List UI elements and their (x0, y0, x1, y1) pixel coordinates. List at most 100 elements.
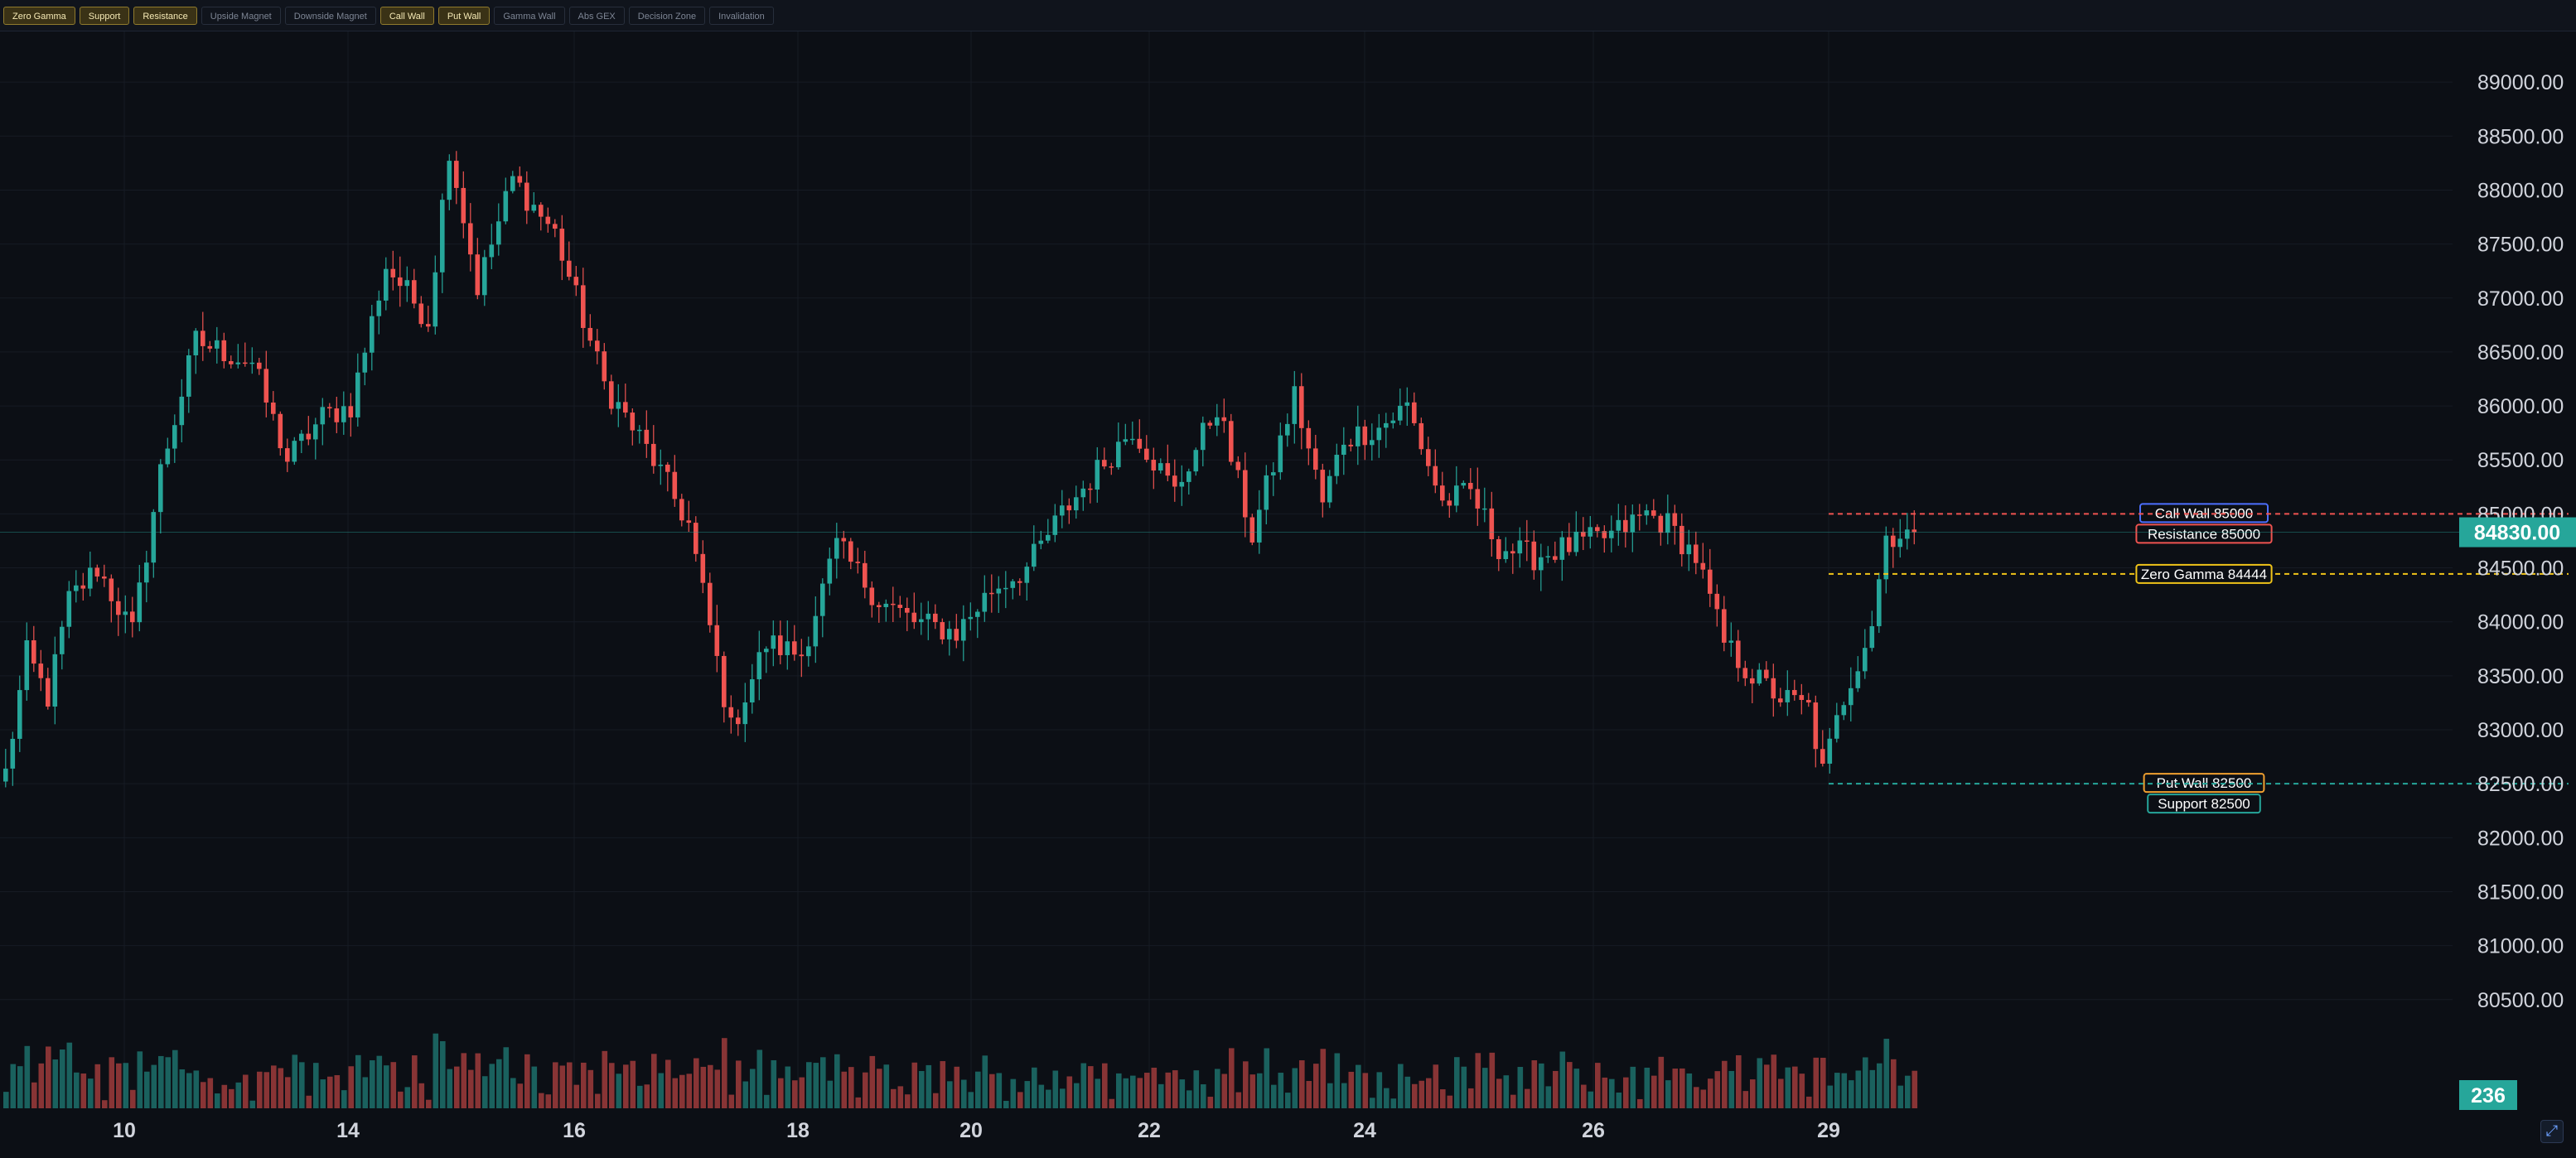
y-tick-label: 85500.00 (2477, 449, 2564, 472)
fullscreen-icon[interactable]: ⤢ (2540, 1120, 2564, 1143)
volume-bar (855, 1097, 862, 1108)
volume-bar (249, 1100, 256, 1108)
candle-body (637, 429, 642, 432)
volume-bar (679, 1074, 685, 1108)
volume-bar (883, 1064, 890, 1108)
candle-body (1418, 422, 1424, 450)
candle-body (1024, 567, 1030, 583)
volume-bar (1074, 1083, 1080, 1108)
candle-body (404, 280, 410, 287)
volume-bar (756, 1049, 763, 1108)
candle-body (841, 538, 847, 542)
x-tick-label: 14 (336, 1119, 360, 1142)
volume-bar (799, 1077, 805, 1108)
volume-bar (708, 1064, 713, 1108)
volume-bar (1404, 1076, 1411, 1108)
x-tick-label: 22 (1138, 1119, 1161, 1142)
y-tick-label: 88000.00 (2477, 179, 2564, 202)
volume-bar (1215, 1069, 1220, 1108)
candle-body (440, 200, 445, 273)
volume-bar (172, 1049, 178, 1108)
toggle-abs-gex-button[interactable]: Abs GEX (568, 6, 625, 25)
candle-body (482, 257, 487, 296)
volume-bar (1066, 1076, 1073, 1108)
candle-body (1694, 544, 1699, 563)
volume-bar (1221, 1074, 1228, 1108)
candle-body (1911, 529, 1917, 533)
candle-body (827, 558, 833, 584)
candle-body (1299, 386, 1304, 428)
volume-bar (1742, 1091, 1749, 1108)
volume-bar (1482, 1068, 1488, 1108)
candle-body (1489, 508, 1495, 539)
toggle-support-button[interactable]: Support (79, 6, 130, 25)
volume-bars (3, 1033, 1918, 1108)
candle-body (1187, 471, 1191, 482)
toggle-decision-zone-button[interactable]: Decision Zone (628, 6, 706, 25)
candle-body (877, 605, 882, 607)
candle-body (384, 268, 389, 301)
toggle-put-wall-button[interactable]: Put Wall (437, 6, 491, 25)
candle-body (947, 629, 952, 639)
volume-bar (1757, 1058, 1763, 1108)
volume-bar (1362, 1073, 1369, 1108)
candle-body (1764, 669, 1769, 678)
candle-body (848, 541, 853, 562)
candle-body (235, 362, 241, 364)
volume-bar (390, 1062, 397, 1108)
volume-bar (1201, 1084, 1206, 1108)
candle-body (1193, 450, 1199, 472)
volume-bar (609, 1063, 615, 1108)
candle-body (249, 362, 255, 364)
candle-body (1581, 531, 1586, 537)
candle-body (398, 277, 403, 287)
candle-body (1863, 648, 1868, 672)
volume-bar (897, 1086, 904, 1108)
volume-bar (961, 1079, 967, 1108)
volume-bar (1897, 1085, 1904, 1108)
toggle-upside-magnet-button[interactable]: Upside Magnet (201, 6, 281, 25)
candle-body (1785, 690, 1791, 702)
candle-body (292, 441, 297, 462)
candle-body (1165, 463, 1171, 476)
candle-body (524, 182, 529, 211)
last-price-value: 84830.00 (2474, 522, 2560, 545)
candle-body (1370, 440, 1375, 446)
candle-body (116, 601, 121, 615)
toggle-invalidation-button[interactable]: Invalidation (709, 6, 774, 25)
toggle-downside-magnet-button[interactable]: Downside Magnet (284, 6, 376, 25)
candle-body (911, 612, 917, 623)
candle-body (1567, 537, 1572, 552)
candle-body (109, 578, 114, 601)
volume-bar (813, 1063, 819, 1108)
toggle-call-wall-button[interactable]: Call Wall (379, 6, 434, 25)
volume-bar (179, 1069, 186, 1108)
volume-bar (1046, 1089, 1051, 1108)
toggle-zero-gamma-button[interactable]: Zero Gamma (3, 6, 75, 25)
candle-body (1799, 695, 1805, 701)
volume-bar (827, 1080, 834, 1108)
toggle-resistance-button[interactable]: Resistance (133, 6, 197, 25)
volume-bar (1834, 1073, 1840, 1108)
volume-bar (1249, 1074, 1256, 1108)
volume-bar (1644, 1067, 1650, 1108)
candle-body (1883, 535, 1889, 580)
time-axis[interactable]: 10 14 16 18 20 22 24 26 29 (113, 1119, 1840, 1142)
price-axis[interactable]: 89000.00 88500.00 88000.00 87500.00 87000.00… (2477, 71, 2564, 1012)
toggle-gamma-wall-button[interactable]: Gamma Wall (494, 6, 565, 25)
volume-bar (454, 1066, 460, 1108)
volume-bar (1877, 1063, 1882, 1108)
volume-bar (46, 1046, 51, 1108)
candle-body (1658, 515, 1664, 533)
candle-body (1412, 402, 1417, 423)
volume-bar (1539, 1063, 1544, 1108)
volume-bar (792, 1080, 798, 1108)
volume-bar (905, 1094, 911, 1108)
volume-bar (869, 1055, 876, 1108)
candle-body (694, 523, 698, 554)
candle-body (1820, 749, 1825, 764)
volume-bar (1447, 1095, 1453, 1108)
candle-body (756, 652, 762, 680)
candle-body (982, 592, 988, 612)
